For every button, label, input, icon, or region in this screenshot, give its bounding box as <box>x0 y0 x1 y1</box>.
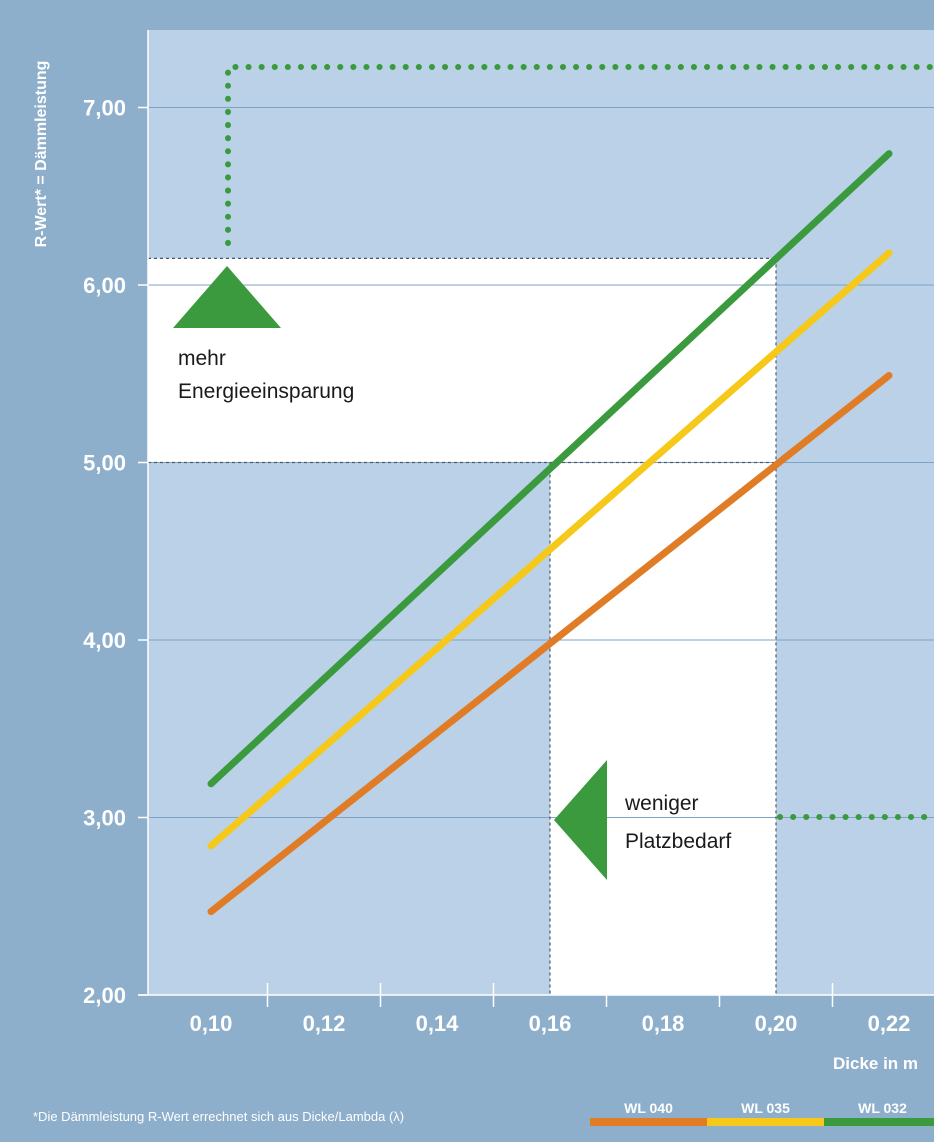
x-axis-label: Dicke in m <box>833 1054 918 1073</box>
y-tick-label: 4,00 <box>83 628 126 653</box>
dotted-callouts <box>225 64 934 820</box>
axes <box>138 30 934 996</box>
annotation-left-line1: weniger <box>624 792 699 815</box>
x-tick-label: 0,16 <box>529 1011 572 1036</box>
legend-label-wl-032: WL 032 <box>858 1100 907 1116</box>
footnote: *Die Dämmleistung R-Wert errechnet sich … <box>33 1109 404 1124</box>
x-tick-label: 0,20 <box>755 1011 798 1036</box>
series-line-wl-035 <box>207 249 893 850</box>
annotation-left-line2: Platzbedarf <box>625 830 731 853</box>
legend-label-wl-040: WL 040 <box>624 1100 673 1116</box>
legend-swatch-wl-035 <box>707 1118 824 1126</box>
legend-swatch-wl-032 <box>824 1118 934 1126</box>
x-tick-label: 0,18 <box>642 1011 685 1036</box>
legend-label-wl-035: WL 035 <box>741 1100 790 1116</box>
y-tick-label: 3,00 <box>83 806 126 831</box>
series-lines <box>207 150 893 916</box>
legend-swatch-wl-040 <box>590 1118 707 1126</box>
gridlines <box>148 107 934 818</box>
x-tick-label: 0,10 <box>190 1011 233 1036</box>
y-tick-labels: 2,00 3,00 4,00 5,00 6,00 7,00 <box>83 96 148 1008</box>
arrow-up-icon <box>173 266 281 328</box>
x-tick-label: 0,14 <box>416 1011 460 1036</box>
series-line-wl-040 <box>207 372 893 916</box>
y-tick-label: 2,00 <box>83 983 126 1008</box>
legend: WL 040 WL 035 WL 032 <box>590 1100 934 1126</box>
x-tick-label: 0,22 <box>868 1011 911 1036</box>
y-axis-label: R-Wert* = Dämmleistung <box>33 61 50 248</box>
x-tick-labels: 0,10 0,12 0,14 0,16 0,18 0,20 0,22 <box>190 983 911 1036</box>
highlight-vertical <box>550 462 776 995</box>
x-tick-label: 0,12 <box>303 1011 346 1036</box>
annotation-up-line2: Energieeinsparung <box>178 380 354 403</box>
y-tick-label: 5,00 <box>83 451 126 476</box>
arrow-left-icon <box>554 760 607 880</box>
plot-area <box>148 30 934 995</box>
y-tick-label: 7,00 <box>83 96 126 121</box>
y-tick-label: 6,00 <box>83 273 126 298</box>
dashed-guides <box>148 257 777 995</box>
series-line-wl-032 <box>207 150 893 788</box>
annotation-up-line1: mehr <box>178 347 226 370</box>
